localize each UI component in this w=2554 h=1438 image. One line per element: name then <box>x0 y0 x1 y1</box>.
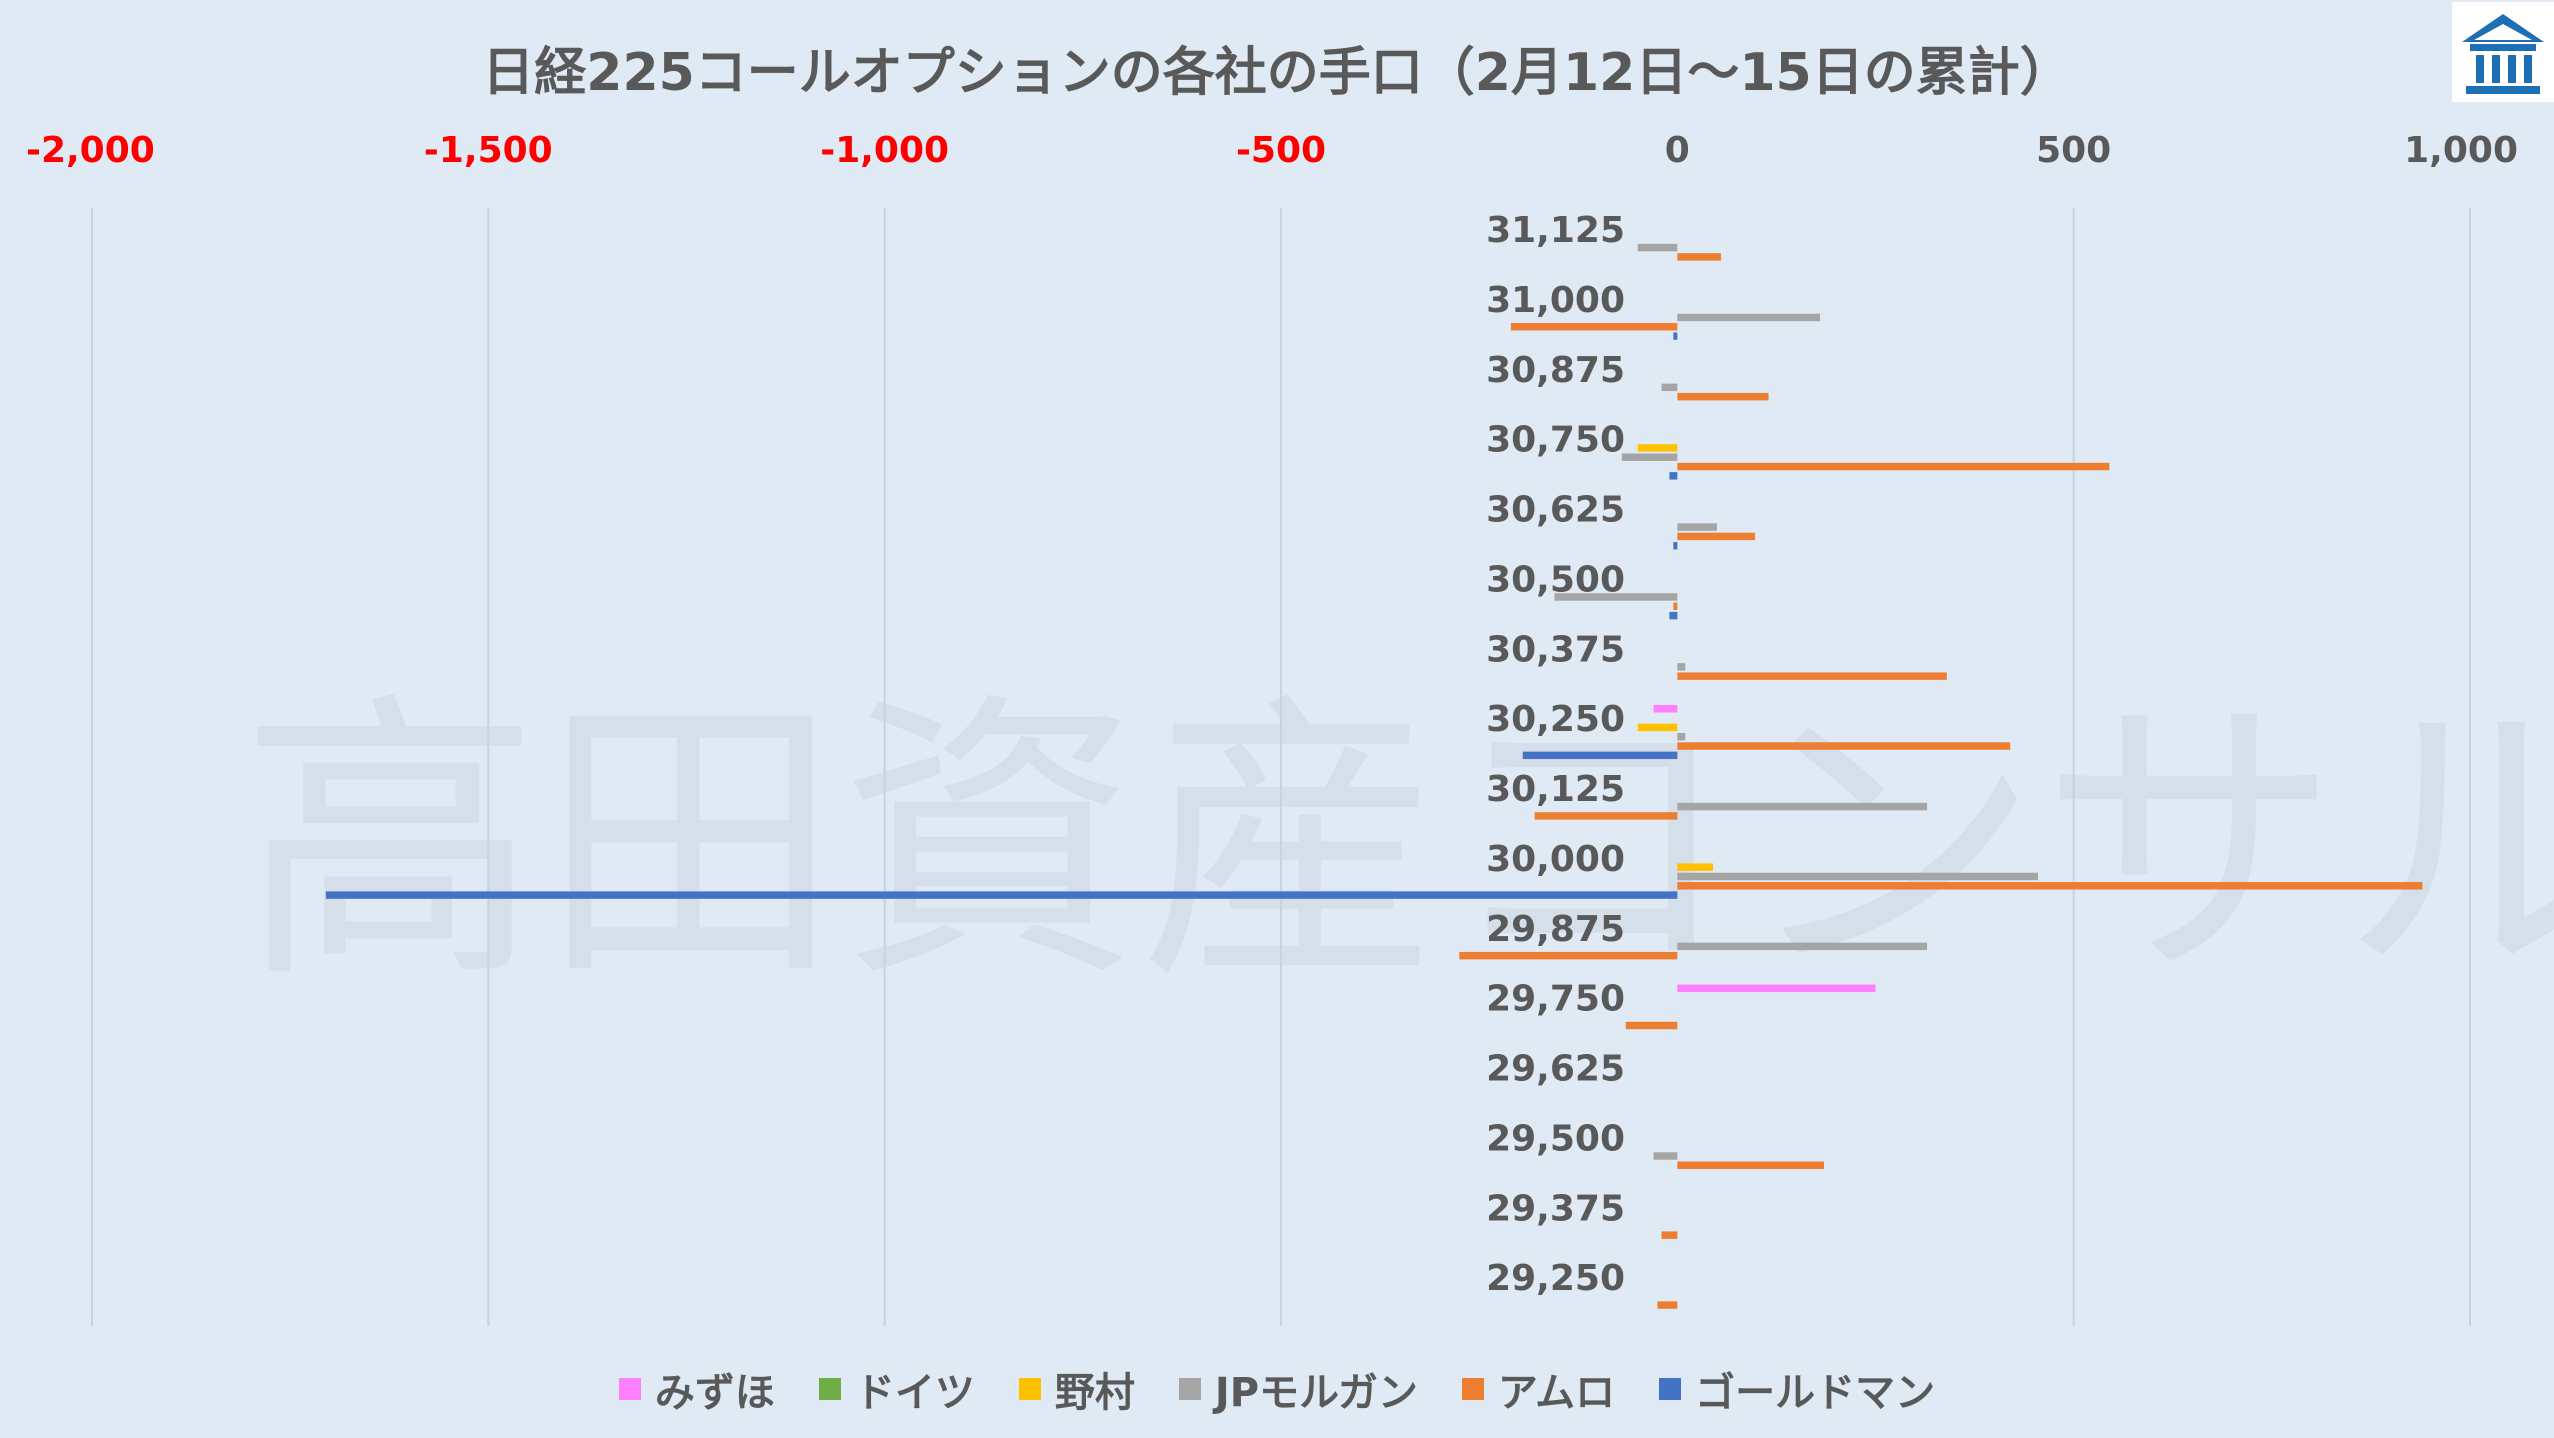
legend-item: ドイツ <box>818 1360 975 1418</box>
bar <box>1677 742 2011 750</box>
bar <box>1522 751 1678 760</box>
bar <box>1677 313 1821 322</box>
bar <box>1661 383 1678 392</box>
legend-swatch <box>818 1378 841 1400</box>
bar <box>1653 705 1678 713</box>
bar <box>1459 951 1678 960</box>
bar <box>1677 1161 1824 1170</box>
legend: みずほ ドイツ 野村 JPモルガン アムロ ゴールドマン <box>0 1360 2554 1418</box>
bars <box>325 243 2423 1309</box>
category-label: 31,000 <box>1486 280 1625 321</box>
bar <box>1677 672 1947 680</box>
legend-swatch <box>1659 1378 1682 1400</box>
bar <box>1677 872 2038 881</box>
category-label: 30,500 <box>1486 559 1625 600</box>
bar <box>1677 732 1686 741</box>
category-label: 29,750 <box>1486 979 1625 1020</box>
chart-title: 日経225コールオプションの各社の手口（2月12日～15日の累計） <box>482 43 2072 103</box>
company-logo <box>2452 2 2554 102</box>
x-tick-label: -1,000 <box>820 130 949 171</box>
x-tick-label: 1,000 <box>2404 130 2518 171</box>
bar <box>1677 523 1717 531</box>
gridlines <box>91 208 2471 1326</box>
legend-swatch <box>1461 1378 1484 1400</box>
category-label: 30,250 <box>1486 699 1625 740</box>
bar <box>1554 593 1678 601</box>
category-label: 29,375 <box>1486 1188 1625 1229</box>
category-label: 29,625 <box>1486 1049 1625 1090</box>
legend-swatch <box>1178 1378 1201 1400</box>
category-label: 29,500 <box>1486 1118 1625 1159</box>
legend-item: JPモルガン <box>1178 1360 1418 1418</box>
bar <box>1677 663 1686 671</box>
category-label: 30,375 <box>1486 629 1625 670</box>
x-tick-label: 500 <box>2036 130 2111 171</box>
bar <box>1637 723 1678 732</box>
bar <box>1673 542 1678 550</box>
bar <box>1677 253 1721 261</box>
bar <box>1637 444 1678 452</box>
bar <box>1677 863 1714 871</box>
bar <box>1637 243 1678 252</box>
bar <box>1677 462 2110 471</box>
legend-swatch <box>618 1378 641 1400</box>
legend-item: ゴールドマン <box>1659 1360 1935 1418</box>
bar <box>1677 392 1769 401</box>
legend-item: アムロ <box>1461 1360 1616 1418</box>
bar <box>1677 942 1928 951</box>
bar <box>1625 1021 1678 1030</box>
bar <box>1677 802 1928 811</box>
bar <box>1677 882 2423 890</box>
bar <box>1669 472 1678 480</box>
legend-item: 野村 <box>1018 1360 1135 1418</box>
x-tick-label: -1,500 <box>424 130 553 171</box>
legend-label: ゴールドマン <box>1695 1370 1936 1416</box>
bar <box>325 891 1678 899</box>
legend-item: みずほ <box>618 1360 775 1418</box>
bar <box>1673 602 1678 611</box>
bar <box>1673 332 1678 340</box>
category-label: 30,750 <box>1486 420 1625 461</box>
category-label: 30,000 <box>1486 839 1625 880</box>
bar <box>1510 323 1678 331</box>
bar <box>1621 453 1678 461</box>
category-label: 29,875 <box>1486 909 1625 950</box>
legend-label: アムロ <box>1497 1370 1616 1416</box>
bar <box>1653 1152 1678 1160</box>
x-tick-label: -500 <box>1236 130 1326 171</box>
bar <box>1661 1231 1678 1239</box>
category-labels: 31,125 31,000 30,875 30,750 30,625 30,500 30,3… <box>1486 210 1625 1299</box>
x-axis-tick-labels: -2,000 -1,500 -1,000 -500 0 500 1,000 <box>26 130 2518 171</box>
category-label: 29,250 <box>1486 1258 1625 1299</box>
legend-swatch <box>1018 1378 1041 1400</box>
bar <box>1534 812 1678 820</box>
category-label: 30,875 <box>1486 350 1625 391</box>
legend-label: みずほ <box>654 1370 775 1416</box>
bar <box>1657 1301 1678 1309</box>
bar <box>1669 611 1678 620</box>
legend-label: JPモルガン <box>1214 1370 1418 1416</box>
legend-label: 野村 <box>1054 1370 1135 1416</box>
x-tick-label: -2,000 <box>26 130 155 171</box>
x-tick-label: 0 <box>1665 130 1690 171</box>
bar <box>1677 984 1876 992</box>
category-label: 30,125 <box>1486 769 1625 810</box>
category-label: 31,125 <box>1486 210 1625 251</box>
bar <box>1677 532 1756 541</box>
category-label: 30,625 <box>1486 490 1625 531</box>
bank-building-icon <box>2462 14 2544 94</box>
legend-label: ドイツ <box>854 1370 975 1416</box>
